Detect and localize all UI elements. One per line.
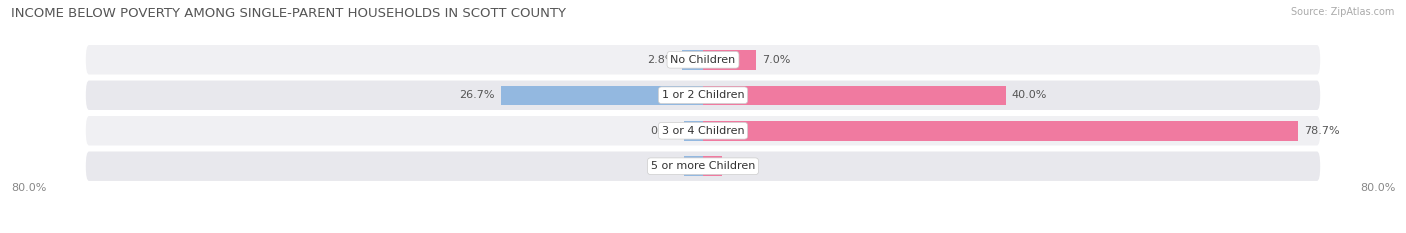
Text: 40.0%: 40.0% [1012,90,1047,100]
FancyBboxPatch shape [86,116,1320,145]
FancyBboxPatch shape [86,45,1320,75]
Bar [501,86,703,105]
Text: 1 or 2 Children: 1 or 2 Children [662,90,744,100]
Bar [685,157,703,176]
Bar [703,157,721,176]
FancyBboxPatch shape [86,151,1320,181]
Text: 2.8%: 2.8% [647,55,676,65]
Bar [685,121,703,140]
Text: INCOME BELOW POVERTY AMONG SINGLE-PARENT HOUSEHOLDS IN SCOTT COUNTY: INCOME BELOW POVERTY AMONG SINGLE-PARENT… [11,7,567,20]
Bar [703,86,1005,105]
Text: No Children: No Children [671,55,735,65]
Text: 80.0%: 80.0% [11,183,46,193]
Bar [703,50,756,69]
Text: Source: ZipAtlas.com: Source: ZipAtlas.com [1291,7,1395,17]
Bar [703,121,1298,140]
Text: 3 or 4 Children: 3 or 4 Children [662,126,744,136]
Text: 7.0%: 7.0% [762,55,790,65]
Text: 78.7%: 78.7% [1305,126,1340,136]
Text: 26.7%: 26.7% [460,90,495,100]
Text: 80.0%: 80.0% [1360,183,1395,193]
Text: 0.0%: 0.0% [728,161,756,171]
FancyBboxPatch shape [86,81,1320,110]
Text: 0.0%: 0.0% [650,126,678,136]
Text: 5 or more Children: 5 or more Children [651,161,755,171]
Bar [682,50,703,69]
Text: 0.0%: 0.0% [650,161,678,171]
